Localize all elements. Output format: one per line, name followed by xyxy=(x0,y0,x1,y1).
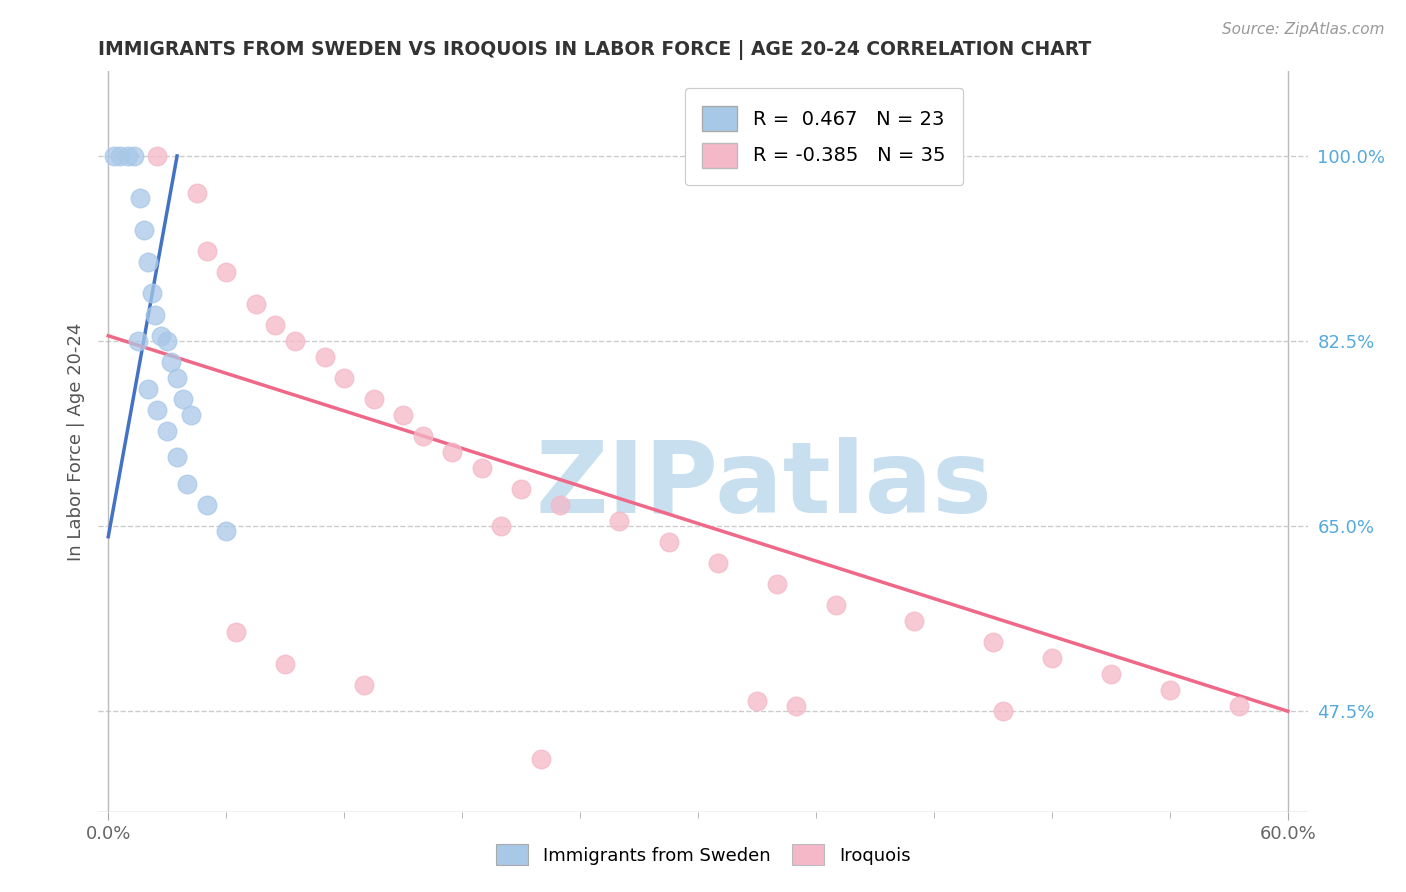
Point xyxy=(166,450,188,465)
Point xyxy=(785,698,807,713)
Point xyxy=(363,392,385,407)
Point xyxy=(103,149,125,163)
Point xyxy=(172,392,194,407)
Legend: R =  0.467   N = 23, R = -0.385   N = 35: R = 0.467 N = 23, R = -0.385 N = 35 xyxy=(685,88,963,186)
Point xyxy=(1040,651,1063,665)
Point xyxy=(136,382,159,396)
Point xyxy=(141,286,163,301)
Point xyxy=(1227,698,1250,713)
Point xyxy=(245,297,267,311)
Point xyxy=(441,445,464,459)
Point xyxy=(146,149,169,163)
Point xyxy=(530,752,553,766)
Point xyxy=(1099,667,1122,681)
Point xyxy=(353,678,375,692)
Point xyxy=(225,624,247,639)
Point xyxy=(132,223,155,237)
Point xyxy=(981,635,1004,649)
Point xyxy=(274,657,297,671)
Point xyxy=(136,254,159,268)
Point xyxy=(658,535,681,549)
Text: Source: ZipAtlas.com: Source: ZipAtlas.com xyxy=(1222,22,1385,37)
Text: IMMIGRANTS FROM SWEDEN VS IROQUOIS IN LABOR FORCE | AGE 20-24 CORRELATION CHART: IMMIGRANTS FROM SWEDEN VS IROQUOIS IN LA… xyxy=(98,39,1091,60)
Point xyxy=(145,308,167,322)
Point xyxy=(991,704,1014,718)
Point xyxy=(195,244,218,259)
Point xyxy=(127,334,149,348)
Point xyxy=(284,334,307,348)
Point xyxy=(609,514,631,528)
Point xyxy=(108,149,131,163)
Point xyxy=(471,461,494,475)
Point xyxy=(333,371,356,385)
Point xyxy=(1159,683,1181,698)
Point xyxy=(550,498,572,512)
Point xyxy=(122,149,145,163)
Point xyxy=(392,408,415,422)
Point xyxy=(215,524,238,539)
Point xyxy=(117,149,139,163)
Legend: Immigrants from Sweden, Iroquois: Immigrants from Sweden, Iroquois xyxy=(486,835,920,874)
Y-axis label: In Labor Force | Age 20-24: In Labor Force | Age 20-24 xyxy=(66,322,84,561)
Point xyxy=(264,318,287,333)
Point xyxy=(765,577,787,591)
Point xyxy=(903,615,925,629)
Point xyxy=(706,556,728,570)
Point xyxy=(195,498,218,512)
Point xyxy=(412,429,434,443)
Point xyxy=(510,482,533,496)
Point xyxy=(215,265,238,279)
Point xyxy=(146,402,169,417)
Point xyxy=(186,186,208,200)
Text: ZIPatlas: ZIPatlas xyxy=(536,437,991,534)
Point xyxy=(176,476,198,491)
Point xyxy=(745,694,768,708)
Point xyxy=(150,328,173,343)
Point xyxy=(156,424,179,438)
Point xyxy=(491,519,513,533)
Point xyxy=(180,408,202,422)
Point xyxy=(156,334,179,348)
Point xyxy=(160,355,183,369)
Point xyxy=(314,350,336,364)
Point xyxy=(166,371,188,385)
Point xyxy=(128,191,150,205)
Point xyxy=(824,599,846,613)
